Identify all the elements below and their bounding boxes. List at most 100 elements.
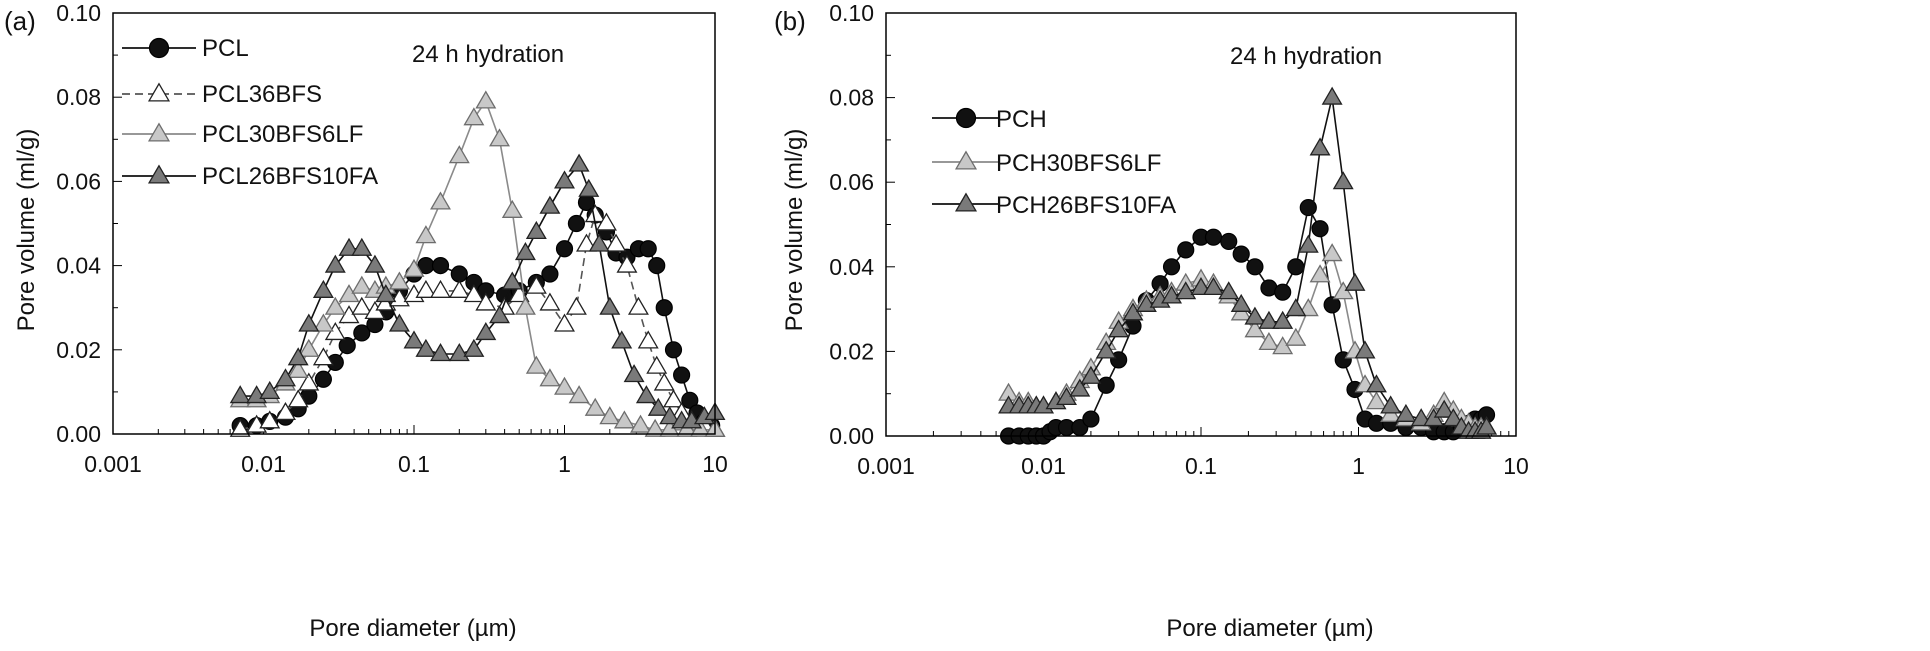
data-point — [275, 368, 296, 387]
data-point — [431, 257, 450, 275]
x-tick-label: 0.1 — [398, 451, 430, 477]
data-point — [1442, 408, 1464, 427]
legend-label: PCL — [202, 35, 249, 62]
legend-item-pcl30bfs6lf: PCL30BFS6LF — [122, 121, 363, 148]
data-point — [578, 178, 600, 197]
data-point — [450, 265, 468, 283]
data-point — [1097, 376, 1115, 394]
data-point — [287, 347, 309, 366]
data-point — [1380, 395, 1402, 414]
data-point — [287, 359, 309, 378]
legend-item-pcl: PCL — [122, 35, 249, 62]
legend-marker-shape — [147, 164, 171, 184]
series-layer — [998, 86, 1498, 445]
y-tick-label: 0.08 — [56, 84, 101, 110]
data-point — [648, 257, 666, 275]
series-layer — [229, 90, 726, 437]
data-point — [1246, 258, 1264, 276]
data-point — [475, 292, 497, 311]
legend-marker — [954, 192, 978, 212]
legend-marker — [147, 122, 171, 142]
data-point — [525, 220, 547, 240]
legend-marker — [147, 82, 171, 102]
x-tick-label: 0.001 — [857, 453, 915, 479]
data-point — [630, 414, 652, 433]
data-point — [430, 191, 451, 210]
data-point — [475, 321, 497, 341]
annotation-24h-hydration: 24 h hydration — [412, 41, 564, 68]
legend-marker-shape — [147, 122, 171, 142]
data-point — [1321, 243, 1343, 262]
data-point — [463, 107, 485, 126]
data-point — [375, 284, 397, 303]
data-point — [463, 284, 485, 303]
data-point — [388, 271, 410, 290]
legend-marker-shape — [954, 150, 978, 170]
data-point — [448, 279, 470, 298]
panel-label: (a) — [4, 6, 36, 36]
data-point — [324, 254, 346, 273]
data-point — [1244, 306, 1266, 325]
data-point — [430, 279, 451, 298]
y-tick-labels: 0.00 0.02 0.04 0.06 0.08 0.10 — [56, 0, 101, 447]
legend-marker-shape — [147, 82, 171, 102]
series-line-pch30bfs6lf — [1008, 252, 1487, 429]
x-tick-label: 1 — [558, 451, 571, 477]
data-point — [1204, 228, 1223, 246]
panel-a: (a) Pore volume (ml/g) Pore diameter (µm… — [4, 0, 728, 642]
y-tick-label: 0.06 — [829, 169, 874, 195]
legend-label: PCL36BFS — [202, 81, 322, 108]
legend-marker — [955, 107, 977, 129]
data-point — [588, 233, 610, 252]
data-point — [554, 376, 575, 395]
legend-item-pch30bfs6lf: PCH30BFS6LF — [932, 150, 1161, 177]
data-point — [1297, 234, 1319, 253]
data-point — [664, 341, 683, 359]
data-point — [1311, 220, 1329, 238]
data-point — [1274, 283, 1292, 301]
data-point — [1202, 276, 1224, 296]
data-point — [1395, 403, 1417, 422]
data-point — [613, 410, 635, 429]
x-tick-labels: 0.001 0.01 0.1 1 10 — [84, 451, 728, 477]
data-point — [514, 296, 536, 315]
legend-label: PCL26BFS10FA — [202, 163, 378, 190]
data-point — [1476, 416, 1498, 435]
data-point — [623, 364, 645, 383]
legend: PCL PCL36BFS PCL30BFS6LF PCL26BFS10FA — [122, 35, 378, 190]
series-pch26bfs10fa — [998, 86, 1498, 439]
data-point — [403, 330, 425, 349]
data-point — [1321, 86, 1343, 105]
data-point — [229, 385, 251, 404]
x-tick-label: 10 — [1503, 453, 1529, 479]
y-axis-label: Pore volume (ml/g) — [781, 129, 808, 332]
data-point — [655, 299, 673, 317]
x-axis-label: Pore diameter (µm) — [1166, 615, 1373, 642]
x-tick-labels: 0.001 0.01 0.1 1 10 — [857, 453, 1529, 479]
data-point — [448, 145, 470, 164]
data-point — [501, 271, 523, 290]
legend-marker — [147, 164, 171, 184]
data-point — [599, 296, 621, 315]
data-point — [1232, 245, 1250, 263]
data-point — [364, 254, 386, 273]
data-point — [653, 372, 675, 391]
y-axis-label: Pore volume (ml/g) — [13, 129, 40, 332]
x-tick-label: 0.001 — [84, 451, 142, 477]
data-point — [595, 212, 617, 231]
data-point — [599, 406, 621, 425]
data-point — [565, 296, 587, 315]
data-point — [298, 313, 320, 332]
data-point — [463, 338, 485, 357]
data-point — [1175, 281, 1197, 300]
data-point — [627, 296, 649, 315]
data-point — [1287, 258, 1305, 276]
data-point — [647, 397, 669, 416]
data-point — [1258, 310, 1280, 329]
data-point — [1080, 365, 1102, 384]
legend-item-pch26bfs10fa: PCH26BFS10FA — [932, 192, 1176, 219]
legend-label: PCH — [996, 106, 1047, 133]
plot-frame — [885, 12, 1517, 437]
data-point — [637, 330, 659, 349]
data-point — [659, 406, 681, 425]
